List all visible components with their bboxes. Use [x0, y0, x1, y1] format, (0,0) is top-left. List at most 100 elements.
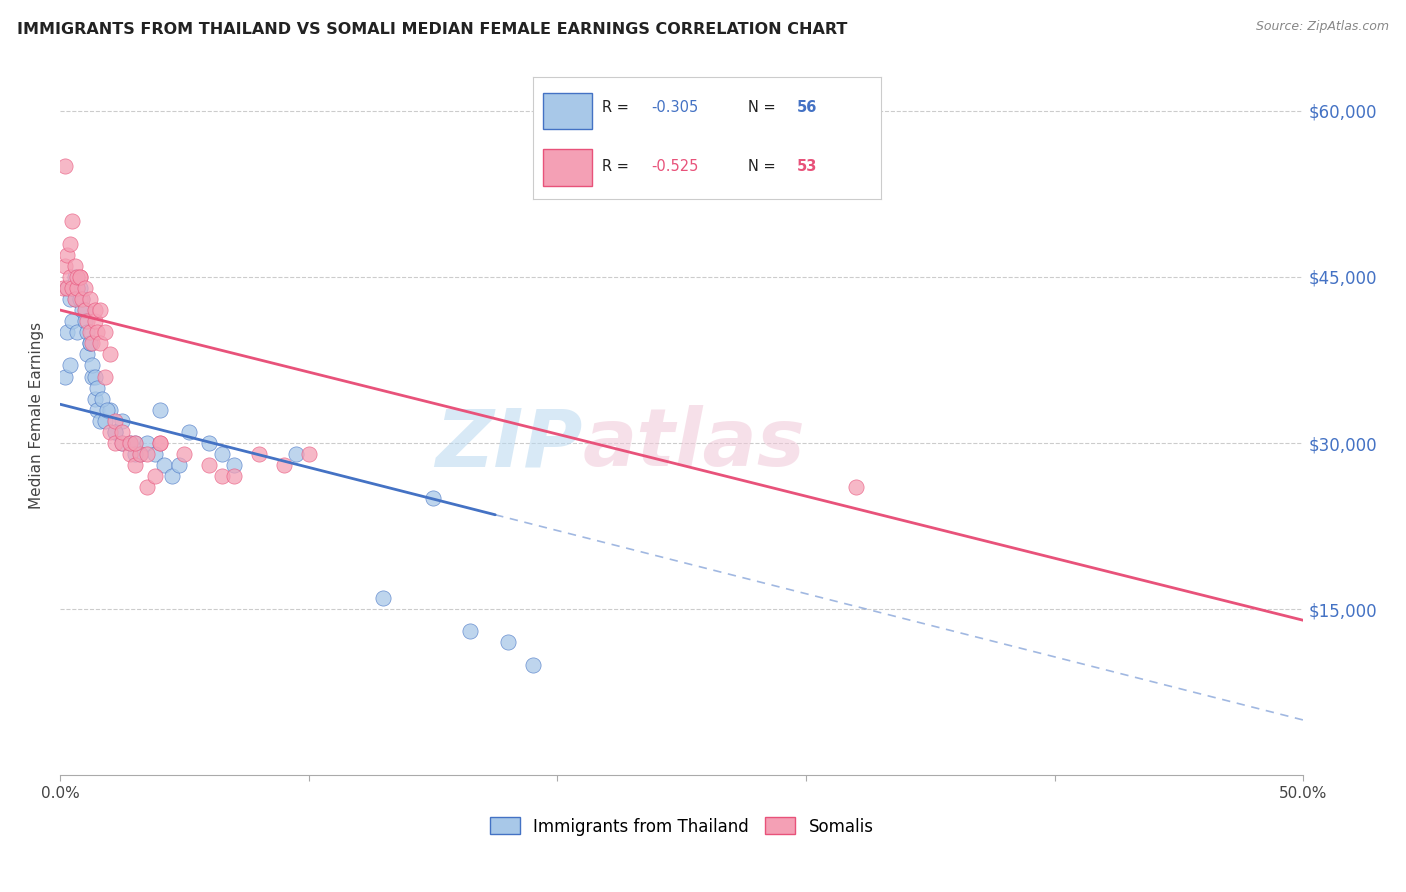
Point — [73, 303, 96, 318]
Point — [104, 425, 127, 439]
Point — [169, 458, 191, 473]
Point — [76, 347, 98, 361]
Point — [51, 281, 73, 295]
Point — [56, 281, 79, 295]
Point — [198, 436, 221, 450]
Point — [66, 281, 89, 295]
Point — [111, 425, 134, 439]
Point — [66, 269, 89, 284]
Point — [198, 458, 221, 473]
Point — [66, 325, 89, 339]
Point — [104, 436, 127, 450]
Point — [148, 436, 170, 450]
Text: atlas: atlas — [582, 405, 806, 483]
Point — [285, 447, 308, 461]
Point — [94, 369, 117, 384]
Point — [86, 402, 108, 417]
Point — [62, 281, 84, 295]
Point — [82, 336, 104, 351]
Point — [104, 414, 127, 428]
Point — [73, 314, 96, 328]
Point — [273, 458, 295, 473]
Point — [62, 281, 84, 295]
Point — [111, 436, 134, 450]
Point — [79, 336, 101, 351]
Point — [73, 281, 96, 295]
Point — [104, 425, 127, 439]
Point — [124, 458, 146, 473]
Point — [69, 281, 91, 295]
Point — [111, 414, 134, 428]
Point — [72, 303, 94, 318]
Point — [89, 414, 111, 428]
Point — [136, 447, 159, 461]
Point — [69, 269, 91, 284]
Text: Source: ZipAtlas.com: Source: ZipAtlas.com — [1256, 20, 1389, 33]
Point — [94, 414, 117, 428]
Point — [79, 325, 101, 339]
Point — [96, 402, 118, 417]
Point — [224, 458, 246, 473]
Point — [118, 436, 141, 450]
Point — [63, 292, 86, 306]
Point — [53, 259, 76, 273]
Point — [91, 392, 114, 406]
Point — [124, 436, 146, 450]
Point — [845, 480, 868, 494]
Point — [153, 458, 176, 473]
Point — [62, 214, 84, 228]
Point — [298, 447, 321, 461]
Point — [124, 447, 146, 461]
Point — [522, 657, 544, 672]
Text: IMMIGRANTS FROM THAILAND VS SOMALI MEDIAN FEMALE EARNINGS CORRELATION CHART: IMMIGRANTS FROM THAILAND VS SOMALI MEDIA… — [17, 22, 848, 37]
Point — [83, 392, 105, 406]
Text: ZIP: ZIP — [434, 405, 582, 483]
Point — [83, 314, 105, 328]
Point — [148, 436, 170, 450]
Point — [59, 269, 82, 284]
Point — [82, 369, 104, 384]
Point — [79, 292, 101, 306]
Point — [63, 292, 86, 306]
Point — [69, 269, 91, 284]
Point — [59, 292, 82, 306]
Point — [179, 425, 201, 439]
Point — [66, 281, 89, 295]
Point — [76, 314, 98, 328]
Point — [111, 436, 134, 450]
Point — [89, 336, 111, 351]
Legend: Immigrants from Thailand, Somalis: Immigrants from Thailand, Somalis — [489, 817, 873, 836]
Point — [56, 247, 79, 261]
Point — [224, 469, 246, 483]
Point — [98, 347, 121, 361]
Point — [94, 325, 117, 339]
Point — [136, 480, 159, 494]
Point — [98, 402, 121, 417]
Point — [143, 447, 166, 461]
Point — [211, 447, 233, 461]
Point — [53, 369, 76, 384]
Point — [53, 159, 76, 173]
Point — [82, 359, 104, 373]
Point — [83, 369, 105, 384]
Point — [128, 447, 150, 461]
Point — [63, 259, 86, 273]
Point — [86, 325, 108, 339]
Point — [136, 436, 159, 450]
Point — [72, 292, 94, 306]
Point — [173, 447, 195, 461]
Point — [98, 425, 121, 439]
Point — [118, 447, 141, 461]
Point — [62, 314, 84, 328]
Point — [72, 292, 94, 306]
Point — [128, 447, 150, 461]
Point — [89, 303, 111, 318]
Point — [63, 269, 86, 284]
Point — [56, 281, 79, 295]
Point — [247, 447, 270, 461]
Point — [496, 635, 519, 649]
Point — [79, 336, 101, 351]
Point — [83, 303, 105, 318]
Y-axis label: Median Female Earnings: Median Female Earnings — [30, 322, 44, 508]
Point — [86, 381, 108, 395]
